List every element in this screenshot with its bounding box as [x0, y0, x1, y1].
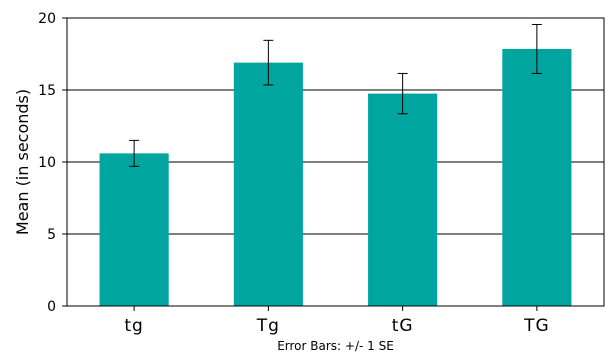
y-tick-label: 5	[47, 227, 56, 243]
x-tick-label: tG	[392, 316, 414, 336]
bar	[368, 93, 438, 306]
x-tick-label: TG	[523, 316, 550, 336]
y-tick-label: 10	[38, 155, 56, 171]
bar	[502, 48, 572, 307]
y-axis-label: Mean (in seconds)	[13, 89, 32, 235]
error-bars	[129, 23, 542, 167]
x-tick-label: Tg	[256, 316, 280, 336]
x-ticks: tg Tg tG TG	[124, 306, 549, 336]
x-tick-label: tg	[124, 316, 143, 336]
y-tick-label: 15	[38, 83, 56, 99]
footnote: Error Bars: +/- 1 SE	[277, 339, 394, 353]
y-tick-label: 20	[38, 11, 56, 27]
bars	[99, 48, 572, 307]
y-ticks: 0 5 10 15 20	[38, 11, 67, 315]
bar	[233, 62, 303, 306]
bar	[99, 153, 169, 306]
y-tick-label: 0	[47, 299, 56, 315]
